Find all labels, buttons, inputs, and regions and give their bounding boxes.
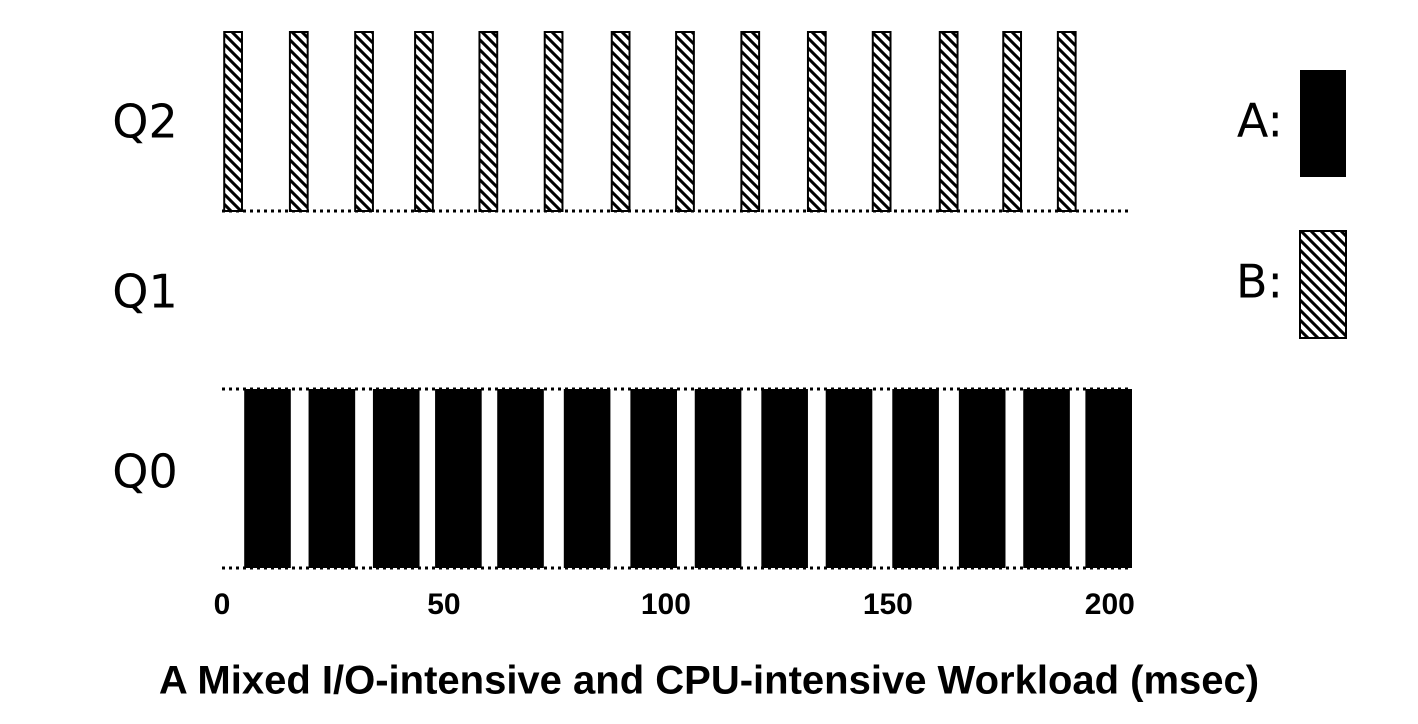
bar: [244, 389, 291, 568]
queue-label: Q0: [112, 445, 177, 499]
legend-label: A:: [1237, 94, 1283, 148]
bar: [543, 31, 564, 212]
legend-swatch: [1300, 70, 1346, 177]
queue-label: Q1: [112, 265, 177, 319]
bar: [563, 389, 611, 568]
bar: [892, 389, 939, 568]
bar: [1085, 389, 1132, 568]
x-tick-label: 0: [214, 588, 231, 621]
x-tick-label: 50: [427, 588, 460, 621]
bar: [223, 31, 243, 212]
bar: [630, 389, 677, 568]
bar: [308, 389, 356, 568]
bar: [435, 389, 482, 568]
bar: [497, 389, 544, 568]
queue-label: Q2: [112, 95, 177, 149]
bar: [372, 389, 420, 568]
legend-label: B:: [1236, 255, 1283, 309]
bar: [1002, 31, 1023, 212]
bar: [761, 389, 808, 568]
chart-title: A Mixed I/O-intensive and CPU-intensive …: [159, 659, 1259, 703]
bar: [610, 31, 631, 212]
bar: [825, 389, 873, 568]
x-tick-label: 100: [641, 588, 691, 621]
bar: [938, 31, 959, 212]
bar: [414, 31, 434, 212]
bar: [740, 31, 761, 212]
legend-swatch: [1299, 230, 1347, 339]
bar: [1023, 389, 1070, 568]
bar: [806, 31, 827, 212]
bar: [354, 31, 374, 212]
bar: [871, 31, 892, 212]
bar: [675, 31, 695, 212]
x-tick-label: 200: [1085, 588, 1135, 621]
bar: [1056, 31, 1077, 212]
bar: [288, 31, 309, 212]
bar: [478, 31, 499, 212]
bar: [694, 389, 742, 568]
x-tick-label: 150: [863, 588, 913, 621]
bar: [958, 389, 1006, 568]
